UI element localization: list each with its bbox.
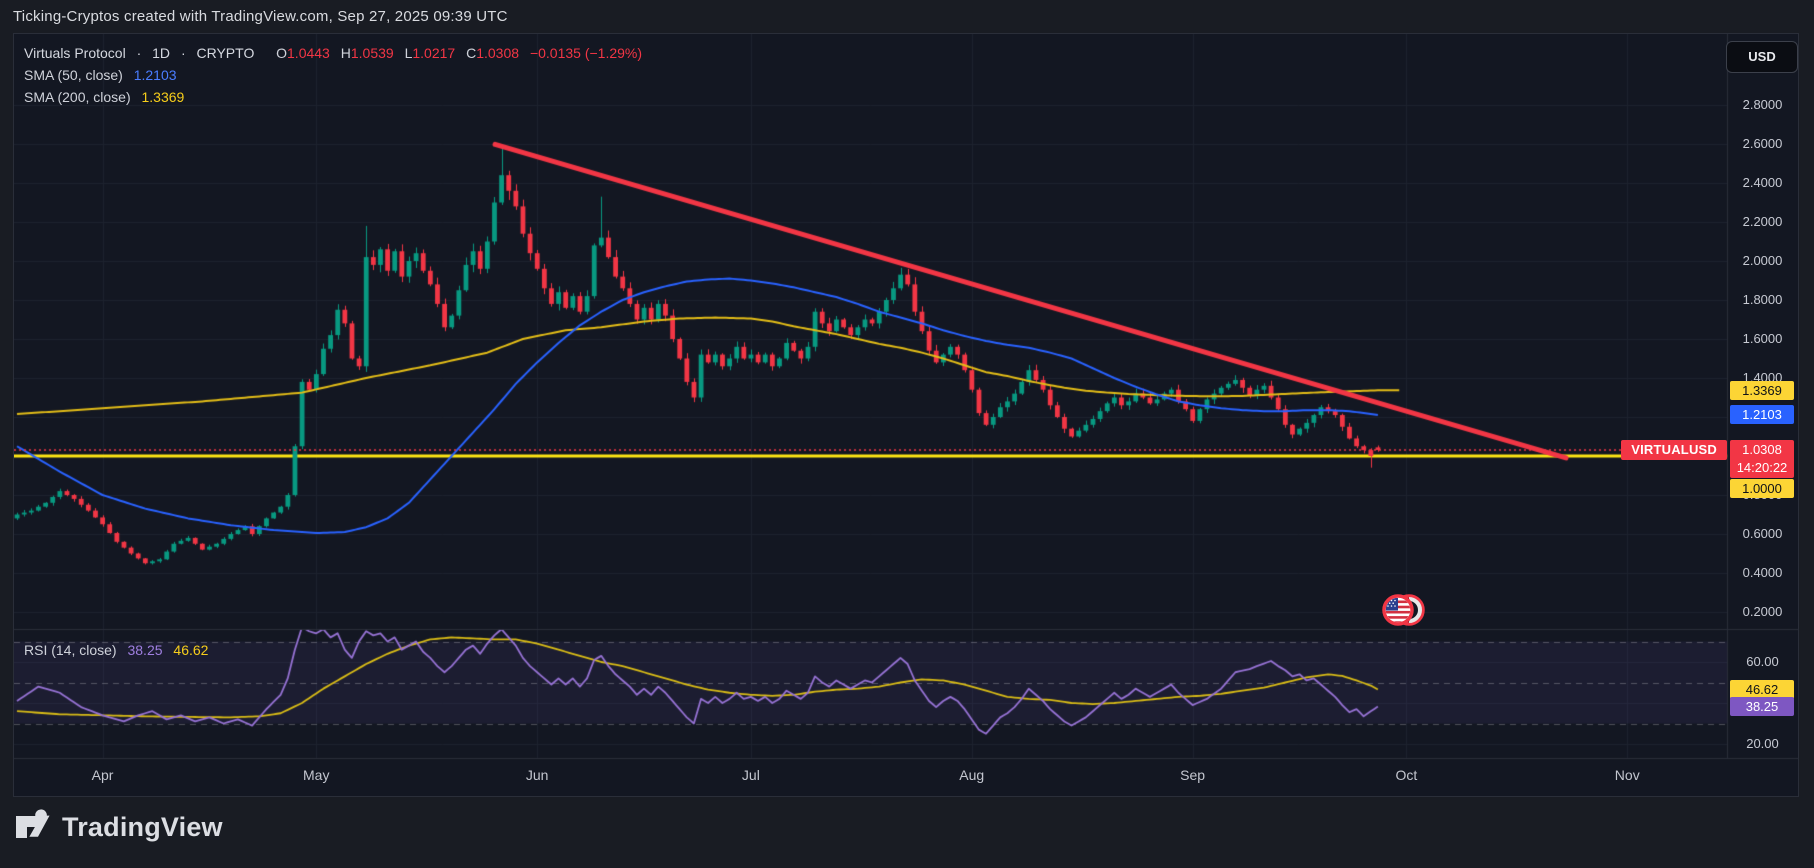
chart-legend: Virtuals Protocol · 1D · CRYPTO O1.0443 … bbox=[24, 42, 642, 108]
currency-toggle-button[interactable]: USD bbox=[1726, 41, 1798, 73]
sma200-value: 1.3369 bbox=[141, 89, 185, 105]
tradingview-logo-icon bbox=[16, 809, 50, 838]
low-label: L bbox=[404, 45, 413, 61]
price-tick-label: 2.6000 bbox=[1742, 136, 1783, 151]
close-value: 1.0308 bbox=[476, 45, 520, 61]
sma50-legend-row[interactable]: SMA (50, close) 1.2103 bbox=[24, 64, 642, 86]
page-title: Ticking-Cryptos created with TradingView… bbox=[13, 8, 508, 25]
sma50-label: SMA (50, close) bbox=[24, 67, 123, 83]
price-tick-label: 2.2000 bbox=[1742, 214, 1783, 229]
open-value: 1.0443 bbox=[287, 45, 330, 61]
time-axis-label-jun: Jun bbox=[525, 767, 549, 783]
high-value: 1.0539 bbox=[350, 45, 394, 61]
legend-separator-1: · bbox=[136, 45, 142, 61]
interval-label: 1D bbox=[152, 45, 171, 61]
price-tick-label: 1.6000 bbox=[1742, 331, 1783, 346]
sma200-price-chip: 1.3369 bbox=[1730, 380, 1794, 400]
rsi-ma-chip: 46.62 bbox=[1730, 679, 1794, 699]
symbol-legend-row[interactable]: Virtuals Protocol · 1D · CRYPTO O1.0443 … bbox=[24, 42, 642, 64]
rsi-tick-label: 20.00 bbox=[1746, 736, 1779, 751]
time-axis-label-oct: Oct bbox=[1395, 767, 1418, 783]
price-tick-label: 2.8000 bbox=[1742, 97, 1783, 112]
change-value: −0.0135 (−1.29%) bbox=[529, 45, 643, 61]
rsi-label: RSI (14, close) bbox=[24, 642, 117, 658]
time-axis-label-may: May bbox=[303, 767, 330, 783]
last-price-value: 1.0308 bbox=[1742, 441, 1782, 457]
rsi-tick-label: 60.00 bbox=[1746, 654, 1779, 669]
price-chart-canvas[interactable] bbox=[14, 34, 1798, 796]
time-axis-label-nov: Nov bbox=[1614, 767, 1640, 783]
time-axis[interactable]: Apr May Jun Jul Aug Sep Oct Nov bbox=[14, 758, 1798, 795]
high-label: H bbox=[340, 45, 351, 61]
time-axis-label-jul: Jul bbox=[741, 767, 760, 783]
time-axis-label-apr: Apr bbox=[91, 767, 114, 783]
chart-frame: Virtuals Protocol · 1D · CRYPTO O1.0443 … bbox=[13, 33, 1799, 797]
bar-countdown: 14:20:22 bbox=[1736, 459, 1788, 475]
time-axis-label-sep: Sep bbox=[1180, 767, 1206, 783]
tradingview-wordmark: TradingView bbox=[62, 811, 223, 842]
open-label: O bbox=[276, 45, 288, 61]
price-tick-label: 0.4000 bbox=[1742, 565, 1783, 580]
sma200-label: SMA (200, close) bbox=[24, 89, 131, 105]
sma50-price-chip: 1.2103 bbox=[1730, 405, 1794, 425]
last-price-chip: 1.0308 14:20:22 bbox=[1730, 439, 1794, 478]
time-axis-label-aug: Aug bbox=[959, 767, 985, 783]
sma50-value: 1.2103 bbox=[133, 67, 177, 83]
legend-separator-2: · bbox=[180, 45, 186, 61]
tradingview-branding[interactable]: TradingView bbox=[13, 802, 223, 852]
rsi-ma-value: 46.62 bbox=[173, 642, 209, 658]
rsi-legend-row[interactable]: RSI (14, close) 38.25 46.62 bbox=[24, 642, 208, 658]
sma200-legend-row[interactable]: SMA (200, close) 1.3369 bbox=[24, 86, 642, 108]
price-tick-label: 0.2000 bbox=[1742, 604, 1783, 619]
price-tick-label: 2.0000 bbox=[1742, 253, 1783, 268]
price-tick-label: 0.6000 bbox=[1742, 526, 1783, 541]
price-tick-label: 2.4000 bbox=[1742, 175, 1783, 190]
hline-price-chip: 1.0000 bbox=[1730, 479, 1794, 499]
rsi-value: 38.25 bbox=[127, 642, 163, 658]
price-axis[interactable]: 2.8000 2.6000 2.4000 2.2000 2.0000 1.8000 1.60… bbox=[1727, 34, 1798, 758]
close-label: C bbox=[466, 45, 477, 61]
low-value: 1.0217 bbox=[412, 45, 456, 61]
symbol-price-tag: VIRTUALUSD bbox=[1621, 439, 1727, 460]
usd-pair-flag-icon bbox=[1380, 591, 1428, 629]
exchange-label: CRYPTO bbox=[196, 45, 255, 61]
symbol-name: Virtuals Protocol bbox=[24, 45, 126, 61]
rsi-value-chip: 38.25 bbox=[1730, 697, 1794, 717]
price-tick-label: 1.8000 bbox=[1742, 292, 1783, 307]
